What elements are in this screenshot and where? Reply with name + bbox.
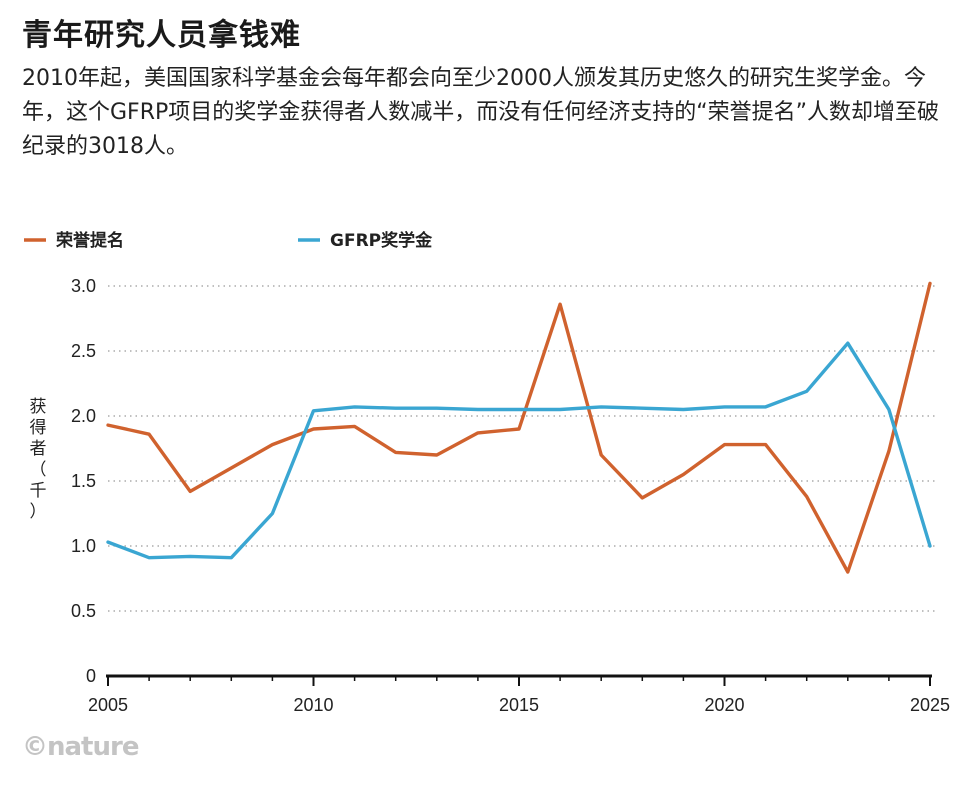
data-point-grfp xyxy=(230,556,233,559)
y-tick-label: 1.5 xyxy=(71,471,96,491)
chart-title: 青年研究人员拿钱难 xyxy=(22,18,301,53)
data-point-grfp xyxy=(517,408,520,411)
data-point-grfp xyxy=(600,405,603,408)
y-tick-label: 1.0 xyxy=(71,536,96,556)
data-point-grfp xyxy=(394,407,397,410)
data-point-honorable-mention xyxy=(928,282,931,285)
nature-logo: ©nature xyxy=(22,732,139,762)
data-point-grfp xyxy=(106,540,109,543)
x-tick-label: 2015 xyxy=(499,695,539,715)
series-line-honorable-mention xyxy=(106,281,932,574)
data-point-grfp xyxy=(805,390,808,393)
y-axis-label: 获得者（千） xyxy=(30,397,47,522)
data-point-honorable-mention xyxy=(312,427,315,430)
y-label-char: 千 xyxy=(30,481,47,501)
data-point-grfp xyxy=(764,405,767,408)
data-point-honorable-mention xyxy=(435,453,438,456)
data-point-honorable-mention xyxy=(394,451,397,454)
x-tick-label: 2005 xyxy=(88,695,128,715)
series-line-grfp xyxy=(106,341,932,560)
data-point-honorable-mention xyxy=(230,466,233,469)
y-label-char: ） xyxy=(30,502,47,522)
data-point-honorable-mention xyxy=(641,496,644,499)
data-point-honorable-mention xyxy=(887,449,890,452)
y-tick-label: 0 xyxy=(86,666,96,686)
legend-label-1: GFRP奖学金 xyxy=(330,230,433,251)
legend: 荣誉提名 GFRP奖学金 xyxy=(24,230,433,251)
x-tick-label: 2025 xyxy=(910,695,950,715)
y-tick-label: 0.5 xyxy=(71,601,96,621)
data-point-grfp xyxy=(353,405,356,408)
y-label-char: 获 xyxy=(30,397,47,417)
y-axis: 0 0.5 1.0 1.5 2.0 2.5 3.0 xyxy=(71,276,96,686)
data-point-grfp xyxy=(928,544,931,547)
data-point-honorable-mention xyxy=(682,473,685,476)
data-point-grfp xyxy=(435,407,438,410)
data-point-honorable-mention xyxy=(805,495,808,498)
data-point-grfp xyxy=(723,405,726,408)
x-tick-label: 2010 xyxy=(293,695,333,715)
data-point-honorable-mention xyxy=(106,423,109,426)
data-point-grfp xyxy=(147,556,150,559)
data-point-honorable-mention xyxy=(600,453,603,456)
data-point-grfp xyxy=(476,408,479,411)
data-point-grfp xyxy=(846,342,849,345)
data-point-honorable-mention xyxy=(147,433,150,436)
data-point-grfp xyxy=(682,408,685,411)
data-point-honorable-mention xyxy=(189,490,192,493)
y-label-char: 者 xyxy=(30,439,47,459)
y-tick-label: 3.0 xyxy=(71,276,96,296)
data-point-grfp xyxy=(887,408,890,411)
y-label-char: 得 xyxy=(30,418,47,438)
data-point-grfp xyxy=(558,408,561,411)
data-point-honorable-mention xyxy=(517,427,520,430)
data-point-grfp xyxy=(312,409,315,412)
data-point-honorable-mention xyxy=(271,443,274,446)
y-tick-label: 2.5 xyxy=(71,341,96,361)
data-point-honorable-mention xyxy=(558,303,561,306)
gridlines xyxy=(108,285,936,612)
data-point-honorable-mention xyxy=(846,570,849,573)
data-point-grfp xyxy=(271,512,274,515)
legend-label-0: 荣誉提名 xyxy=(55,230,124,251)
data-point-grfp xyxy=(641,407,644,410)
series-lines xyxy=(106,281,932,574)
data-point-honorable-mention xyxy=(353,425,356,428)
data-point-honorable-mention xyxy=(476,431,479,434)
chart-subtitle: 2010年起，美国国家科学基金会每年都会向至少2000人颁发其历史悠久的研究生奖… xyxy=(22,66,940,159)
y-label-char: （ xyxy=(30,460,47,480)
data-point-honorable-mention xyxy=(723,443,726,446)
x-axis: 2005 2010 2015 2020 2025 xyxy=(88,674,950,715)
y-tick-label: 2.0 xyxy=(71,406,96,426)
data-point-grfp xyxy=(189,555,192,558)
x-tick-label: 2020 xyxy=(704,695,744,715)
data-point-honorable-mention xyxy=(764,443,767,446)
